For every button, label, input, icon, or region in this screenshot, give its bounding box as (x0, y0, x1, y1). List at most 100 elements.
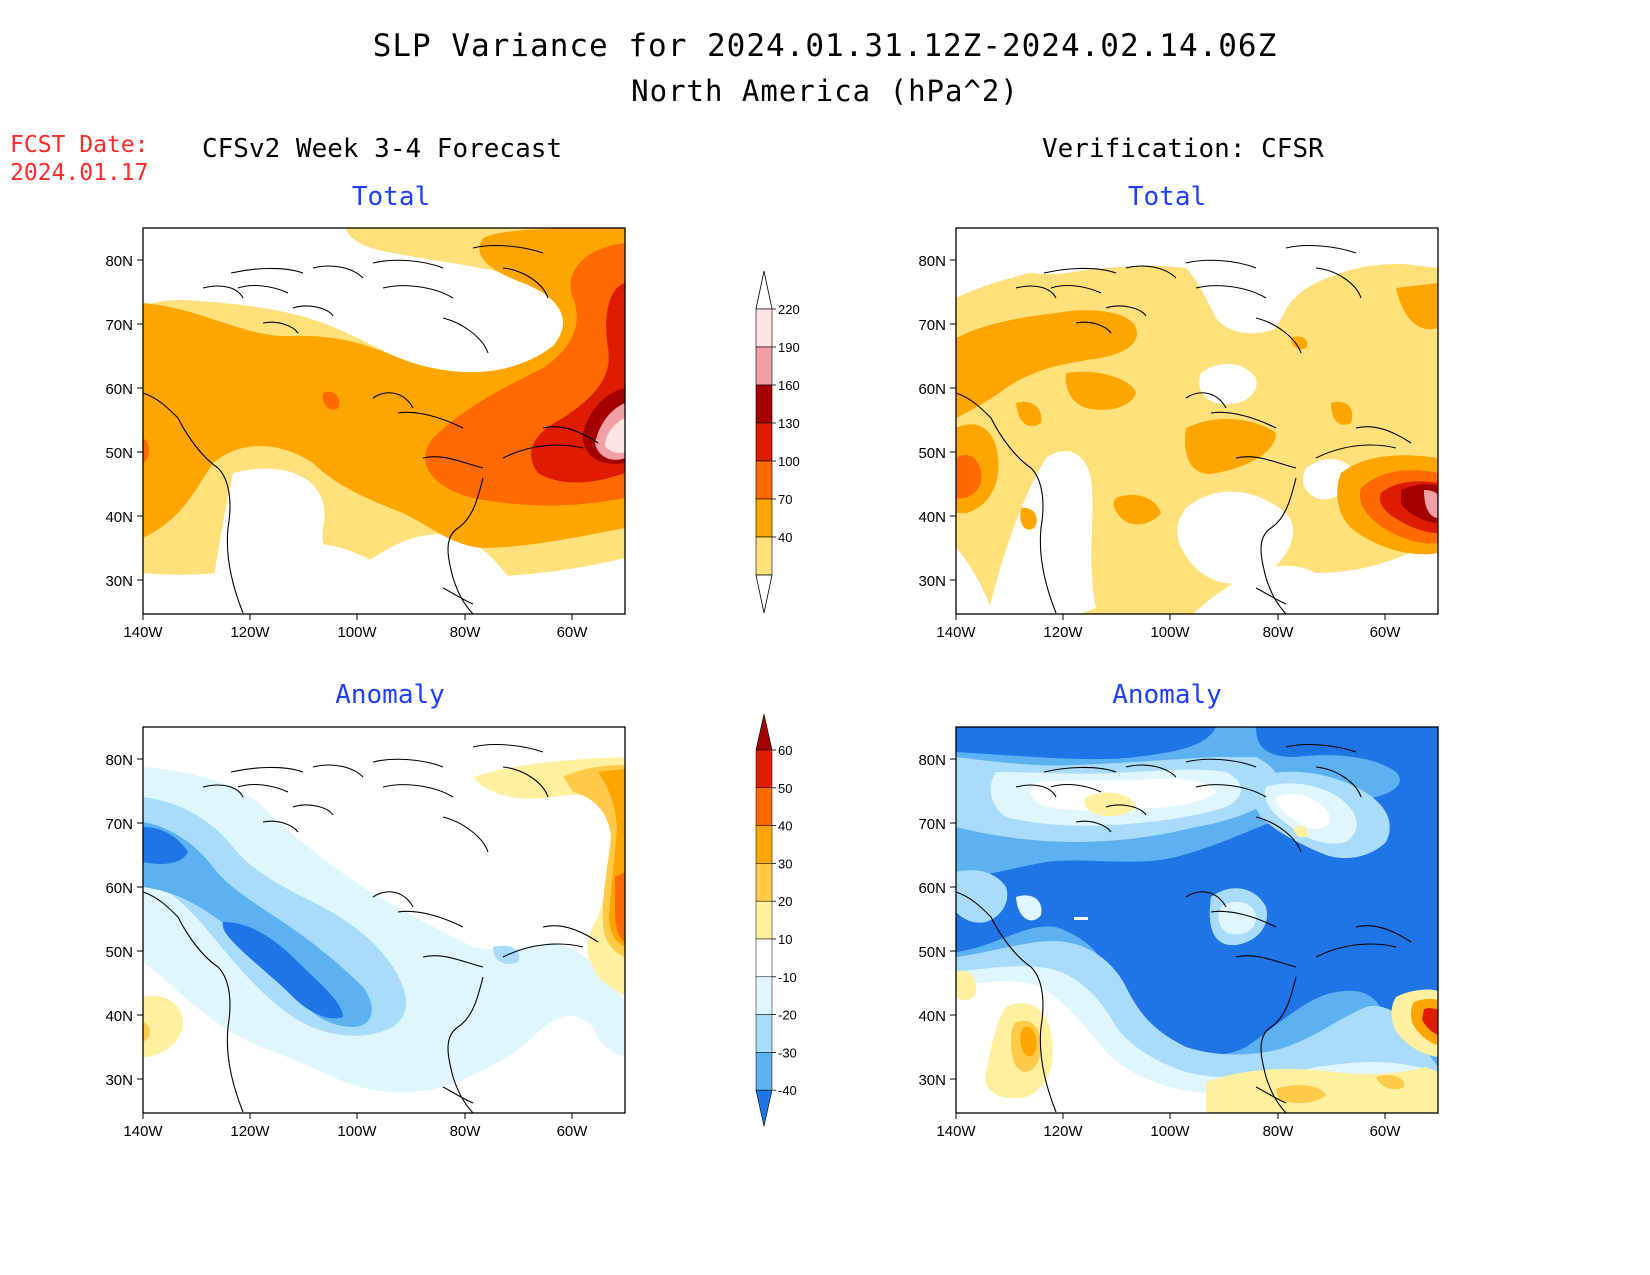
panel-title-forecast-total: Total (351, 182, 431, 212)
colorbar-label: 130 (778, 416, 800, 431)
lat-tick-label: 70N (918, 816, 946, 833)
lat-tick-label: 80N (105, 253, 133, 270)
colorbar-label: 20 (778, 894, 792, 909)
left-column-title: CFSv2 Week 3-4 Forecast (202, 134, 563, 164)
colorbar-bottom-arrow (755, 1089, 773, 1127)
colorbar-swatch (755, 976, 773, 1015)
fcst-date-label: FCST Date: (10, 132, 149, 158)
colorbar-swatch (755, 1014, 773, 1053)
colorbar-label: -40 (778, 1083, 797, 1098)
lat-tick-label: 60N (105, 880, 133, 897)
colorbar-total: 220 190 160 130 100 70 40 (755, 270, 800, 614)
colorbar-label: 40 (778, 530, 792, 545)
panel-frame: 80N 70N 60N 50N 40N 30N 140W 120W 100W 80W 60W (105, 227, 626, 641)
colorbar-top-arrow (755, 713, 773, 751)
lon-tick-label: 120W (1043, 1123, 1083, 1140)
colorbar-swatch (755, 422, 773, 462)
colorbar-swatch (755, 498, 773, 538)
colorbar-swatch (755, 346, 773, 386)
map-panel-forecast-total (143, 228, 625, 614)
colorbar-label: 40 (778, 819, 792, 834)
lon-tick-label: 140W (123, 624, 163, 641)
panel-frame: 80N 70N 60N 50N 40N 30N 140W 120W 100W 80W 60W (918, 227, 1439, 641)
panel-border (142, 726, 626, 1114)
map-panel-forecast-anomaly (143, 727, 625, 1113)
panel-frame: 80N 70N 60N 50N 40N 30N 140W 120W 100W 80W 60W (918, 726, 1439, 1140)
colorbar-label: 50 (778, 781, 792, 796)
colorbar-swatch (755, 787, 773, 826)
lon-tick-label: 80W (1263, 1123, 1295, 1140)
colorbar-top-cap (755, 270, 773, 310)
colorbar-label: 10 (778, 932, 792, 947)
lat-tick-label: 50N (105, 445, 133, 462)
lat-tick-label: 80N (105, 752, 133, 769)
panel-border (955, 227, 1439, 615)
coastlines (142, 244, 1412, 1114)
colorbar-swatch (755, 900, 773, 940)
lat-tick-label: 40N (918, 509, 946, 526)
panel-border (142, 227, 626, 615)
lon-tick-label: 100W (1150, 1123, 1190, 1140)
fcst-date-value: 2024.01.17 (10, 160, 149, 186)
lat-tick-label: 60N (105, 381, 133, 398)
lat-tick-label: 70N (918, 317, 946, 334)
colorbar-label: -30 (778, 1045, 797, 1060)
lat-tick-label: 30N (105, 573, 133, 590)
colorbar-swatch (755, 460, 773, 500)
panel-title-verification-total: Total (1127, 182, 1207, 212)
lon-tick-label: 60W (557, 624, 589, 641)
lat-tick-label: 40N (105, 509, 133, 526)
colorbar-swatch (755, 863, 773, 902)
panel-title-verification-anomaly: Anomaly (1112, 680, 1222, 710)
lat-tick-label: 30N (105, 1072, 133, 1089)
chart-title: SLP Variance for 2024.01.31.12Z-2024.02.… (372, 28, 1278, 64)
lat-tick-label: 30N (918, 1072, 946, 1089)
colorbar-bottom-cap (755, 574, 773, 614)
lon-tick-label: 80W (450, 1123, 482, 1140)
colorbar-label: -20 (778, 1008, 797, 1023)
lat-tick-label: 80N (918, 752, 946, 769)
lat-tick-label: 40N (105, 1008, 133, 1025)
colorbar-swatch (755, 938, 773, 978)
lon-tick-label: 100W (1150, 624, 1190, 641)
lon-tick-label: 140W (123, 1123, 163, 1140)
lat-tick-label: 50N (918, 944, 946, 961)
colorbar-label: 70 (778, 492, 792, 507)
panel-frame: 80N 70N 60N 50N 40N 30N 140W 120W 100W 80W 60W (105, 726, 626, 1140)
lon-tick-label: 140W (936, 624, 976, 641)
lon-tick-label: 80W (450, 624, 482, 641)
lat-tick-label: 40N (918, 1008, 946, 1025)
map-panel-verification-anomaly (956, 727, 1438, 1113)
lat-tick-label: 50N (918, 445, 946, 462)
lat-tick-label: 30N (918, 573, 946, 590)
lat-tick-label: 70N (105, 816, 133, 833)
colorbar-swatch (755, 384, 773, 424)
lon-tick-label: 100W (337, 624, 377, 641)
map-axes: 80N 70N 60N 50N 40N 30N 140W 120W 100W 80W 60W 80N 7… (105, 227, 1439, 1140)
colorbar-swatch (755, 308, 773, 348)
colorbar-label: 60 (778, 743, 792, 758)
lat-tick-label: 60N (918, 880, 946, 897)
map-panel-verification-total (956, 228, 1438, 614)
lon-tick-label: 80W (1263, 624, 1295, 641)
lat-tick-label: 60N (918, 381, 946, 398)
colorbar-label: 100 (778, 454, 800, 469)
lon-tick-label: 100W (337, 1123, 377, 1140)
colorbar-swatch (755, 825, 773, 864)
lon-tick-label: 60W (1370, 624, 1402, 641)
chart-subtitle: North America (hPa^2) (631, 74, 1019, 108)
lon-tick-label: 60W (557, 1123, 589, 1140)
lon-tick-label: 60W (1370, 1123, 1402, 1140)
lat-tick-label: 80N (918, 253, 946, 270)
colorbar-swatch (755, 749, 773, 789)
colorbar-label: 220 (778, 302, 800, 317)
panel-title-forecast-anomaly: Anomaly (335, 680, 445, 710)
colorbar-label: 190 (778, 340, 800, 355)
colorbar-anomaly: 60 50 40 30 20 10 -10 -20 -30 -40 (755, 713, 797, 1127)
colorbar-swatch (755, 1052, 773, 1091)
lat-tick-label: 70N (105, 317, 133, 334)
lon-tick-label: 120W (230, 624, 270, 641)
lon-tick-label: 120W (1043, 624, 1083, 641)
panel-border (955, 726, 1439, 1114)
